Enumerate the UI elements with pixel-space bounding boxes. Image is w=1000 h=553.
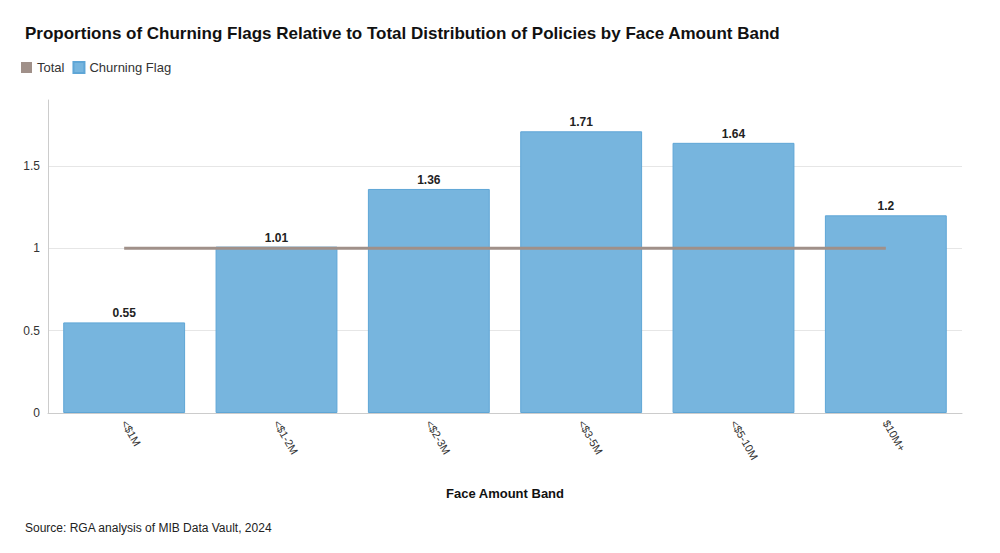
svg-text:<$1M: <$1M bbox=[119, 418, 143, 448]
svg-text:<$5-10M: <$5-10M bbox=[728, 418, 760, 462]
svg-text:1.5: 1.5 bbox=[23, 159, 40, 173]
svg-text:1.36: 1.36 bbox=[417, 173, 441, 187]
svg-text:<$2-3M: <$2-3M bbox=[424, 418, 453, 457]
svg-text:1.71: 1.71 bbox=[569, 115, 593, 129]
svg-text:1: 1 bbox=[33, 241, 40, 255]
svg-text:Face Amount Band: Face Amount Band bbox=[446, 486, 564, 501]
svg-text:<$3-5M: <$3-5M bbox=[576, 418, 605, 457]
svg-text:Proportions of Churning Flags: Proportions of Churning Flags Relative t… bbox=[25, 24, 780, 43]
svg-text:Churning Flag: Churning Flag bbox=[89, 60, 171, 75]
svg-text:1.01: 1.01 bbox=[265, 231, 289, 245]
svg-text:Source: RGA analysis of MIB Da: Source: RGA analysis of MIB Data Vault, … bbox=[25, 521, 272, 535]
svg-text:<$1-2M: <$1-2M bbox=[271, 418, 300, 457]
svg-text:0.55: 0.55 bbox=[112, 306, 136, 320]
svg-text:0: 0 bbox=[33, 406, 40, 420]
svg-text:0.5: 0.5 bbox=[23, 324, 40, 338]
svg-text:1.2: 1.2 bbox=[877, 199, 894, 213]
svg-text:$10M+: $10M+ bbox=[881, 418, 908, 453]
svg-text:1.64: 1.64 bbox=[722, 127, 746, 141]
svg-text:Total: Total bbox=[37, 60, 65, 75]
